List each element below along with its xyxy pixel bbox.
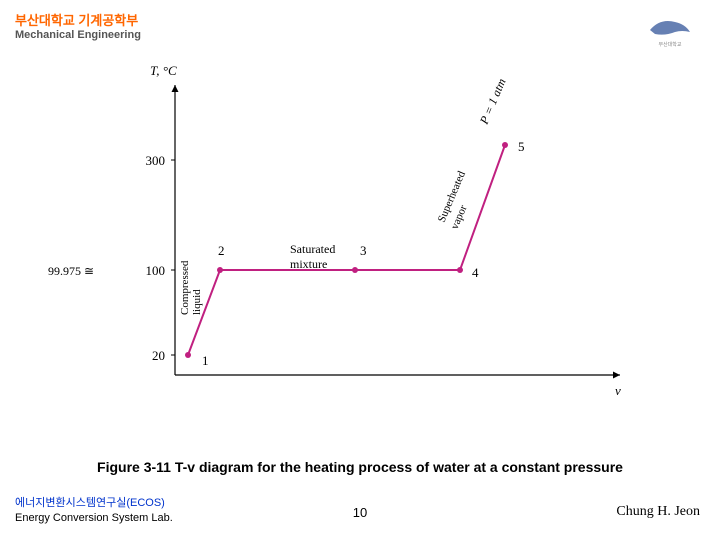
svg-text:2: 2: [218, 243, 225, 258]
header-block: 부산대학교 기계공학부 Mechanical Engineering: [15, 10, 141, 41]
svg-text:Saturated: Saturated: [290, 242, 335, 256]
svg-text:부산대학교: 부산대학교: [658, 41, 681, 48]
svg-text:T, °C: T, °C: [150, 63, 177, 78]
figure-caption: Figure 3-11 T-v diagram for the heating …: [0, 459, 720, 475]
svg-text:P = 1 atm: P = 1 atm: [476, 76, 508, 127]
footer-lab-en: Energy Conversion System Lab.: [15, 511, 173, 525]
svg-text:liquid: liquid: [191, 289, 203, 315]
footer-author: Chung H. Jeon: [616, 504, 700, 520]
svg-text:1: 1: [202, 353, 209, 368]
svg-text:5: 5: [518, 139, 525, 154]
footer-lab: 에너지변환시스템연구실(ECOS) Energy Conversion Syst…: [15, 496, 173, 525]
svg-text:300: 300: [146, 153, 166, 168]
footer-lab-kr: 에너지변환시스템연구실(ECOS): [15, 496, 173, 510]
header-university-en: Mechanical Engineering: [15, 29, 141, 41]
tv-diagram-chart: 20 100 300 T, °C v 1 2 3 4 5 Compressedliquid Satur…: [60, 55, 640, 425]
svg-text:20: 20: [152, 348, 165, 363]
svg-text:3: 3: [360, 243, 367, 258]
svg-text:100: 100: [146, 263, 166, 278]
svg-text:mixture: mixture: [290, 257, 327, 271]
svg-text:v: v: [615, 383, 621, 398]
header-university-kr: 부산대학교 기계공학부: [15, 10, 141, 29]
page-number: 10: [353, 505, 367, 520]
svg-text:4: 4: [472, 265, 479, 280]
bird-logo: 부산대학교: [640, 10, 700, 50]
svg-text:Compressed: Compressed: [179, 260, 191, 315]
